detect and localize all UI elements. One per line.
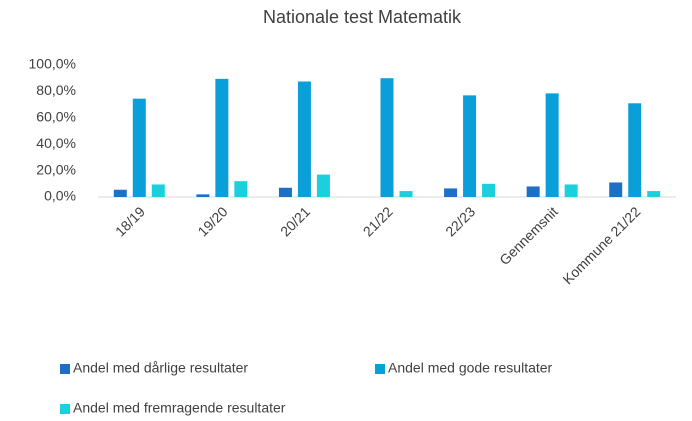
- y-tick-label: 80,0%: [36, 82, 76, 98]
- bar: [297, 81, 311, 197]
- x-tick-label: 19/20: [195, 203, 231, 239]
- bar: [463, 95, 477, 197]
- bar: [647, 191, 661, 197]
- y-tick-label: 60,0%: [36, 109, 76, 125]
- legend-label: Andel med fremragende resultater: [73, 400, 286, 416]
- bar: [113, 189, 127, 197]
- y-tick-label: 100,0%: [29, 56, 76, 72]
- bar: [316, 174, 330, 197]
- bar: [628, 103, 642, 197]
- bar: [215, 78, 229, 197]
- bar: [482, 183, 496, 197]
- bar: [132, 98, 146, 197]
- bar: [444, 188, 458, 197]
- chart-title: Nationale test Matematik: [263, 7, 462, 27]
- x-tick-label: 18/19: [112, 203, 148, 239]
- y-tick-label: 0,0%: [44, 188, 76, 204]
- y-tick-label: 20,0%: [36, 161, 76, 177]
- bar: [399, 191, 413, 197]
- x-tick-label: 20/21: [277, 203, 313, 239]
- legend-swatch: [60, 404, 70, 414]
- x-tick-label: Gennemsnit: [496, 203, 561, 268]
- bar: [526, 186, 540, 197]
- bar: [151, 184, 165, 197]
- y-tick-label: 40,0%: [36, 135, 76, 151]
- legend-label: Andel med dårlige resultater: [73, 360, 248, 376]
- bar: [609, 182, 623, 197]
- bar: [380, 78, 394, 197]
- legend-swatch: [60, 364, 70, 374]
- bar: [234, 181, 248, 197]
- legend-swatch: [375, 364, 385, 374]
- x-tick-label: 22/23: [442, 203, 478, 239]
- bar: [196, 194, 210, 197]
- bar: [278, 187, 292, 197]
- bar: [545, 93, 559, 197]
- bar: [564, 184, 578, 197]
- x-tick-label: 21/22: [360, 203, 396, 239]
- x-tick-label: Kommune 21/22: [559, 203, 643, 287]
- legend-label: Andel med gode resultater: [388, 360, 553, 376]
